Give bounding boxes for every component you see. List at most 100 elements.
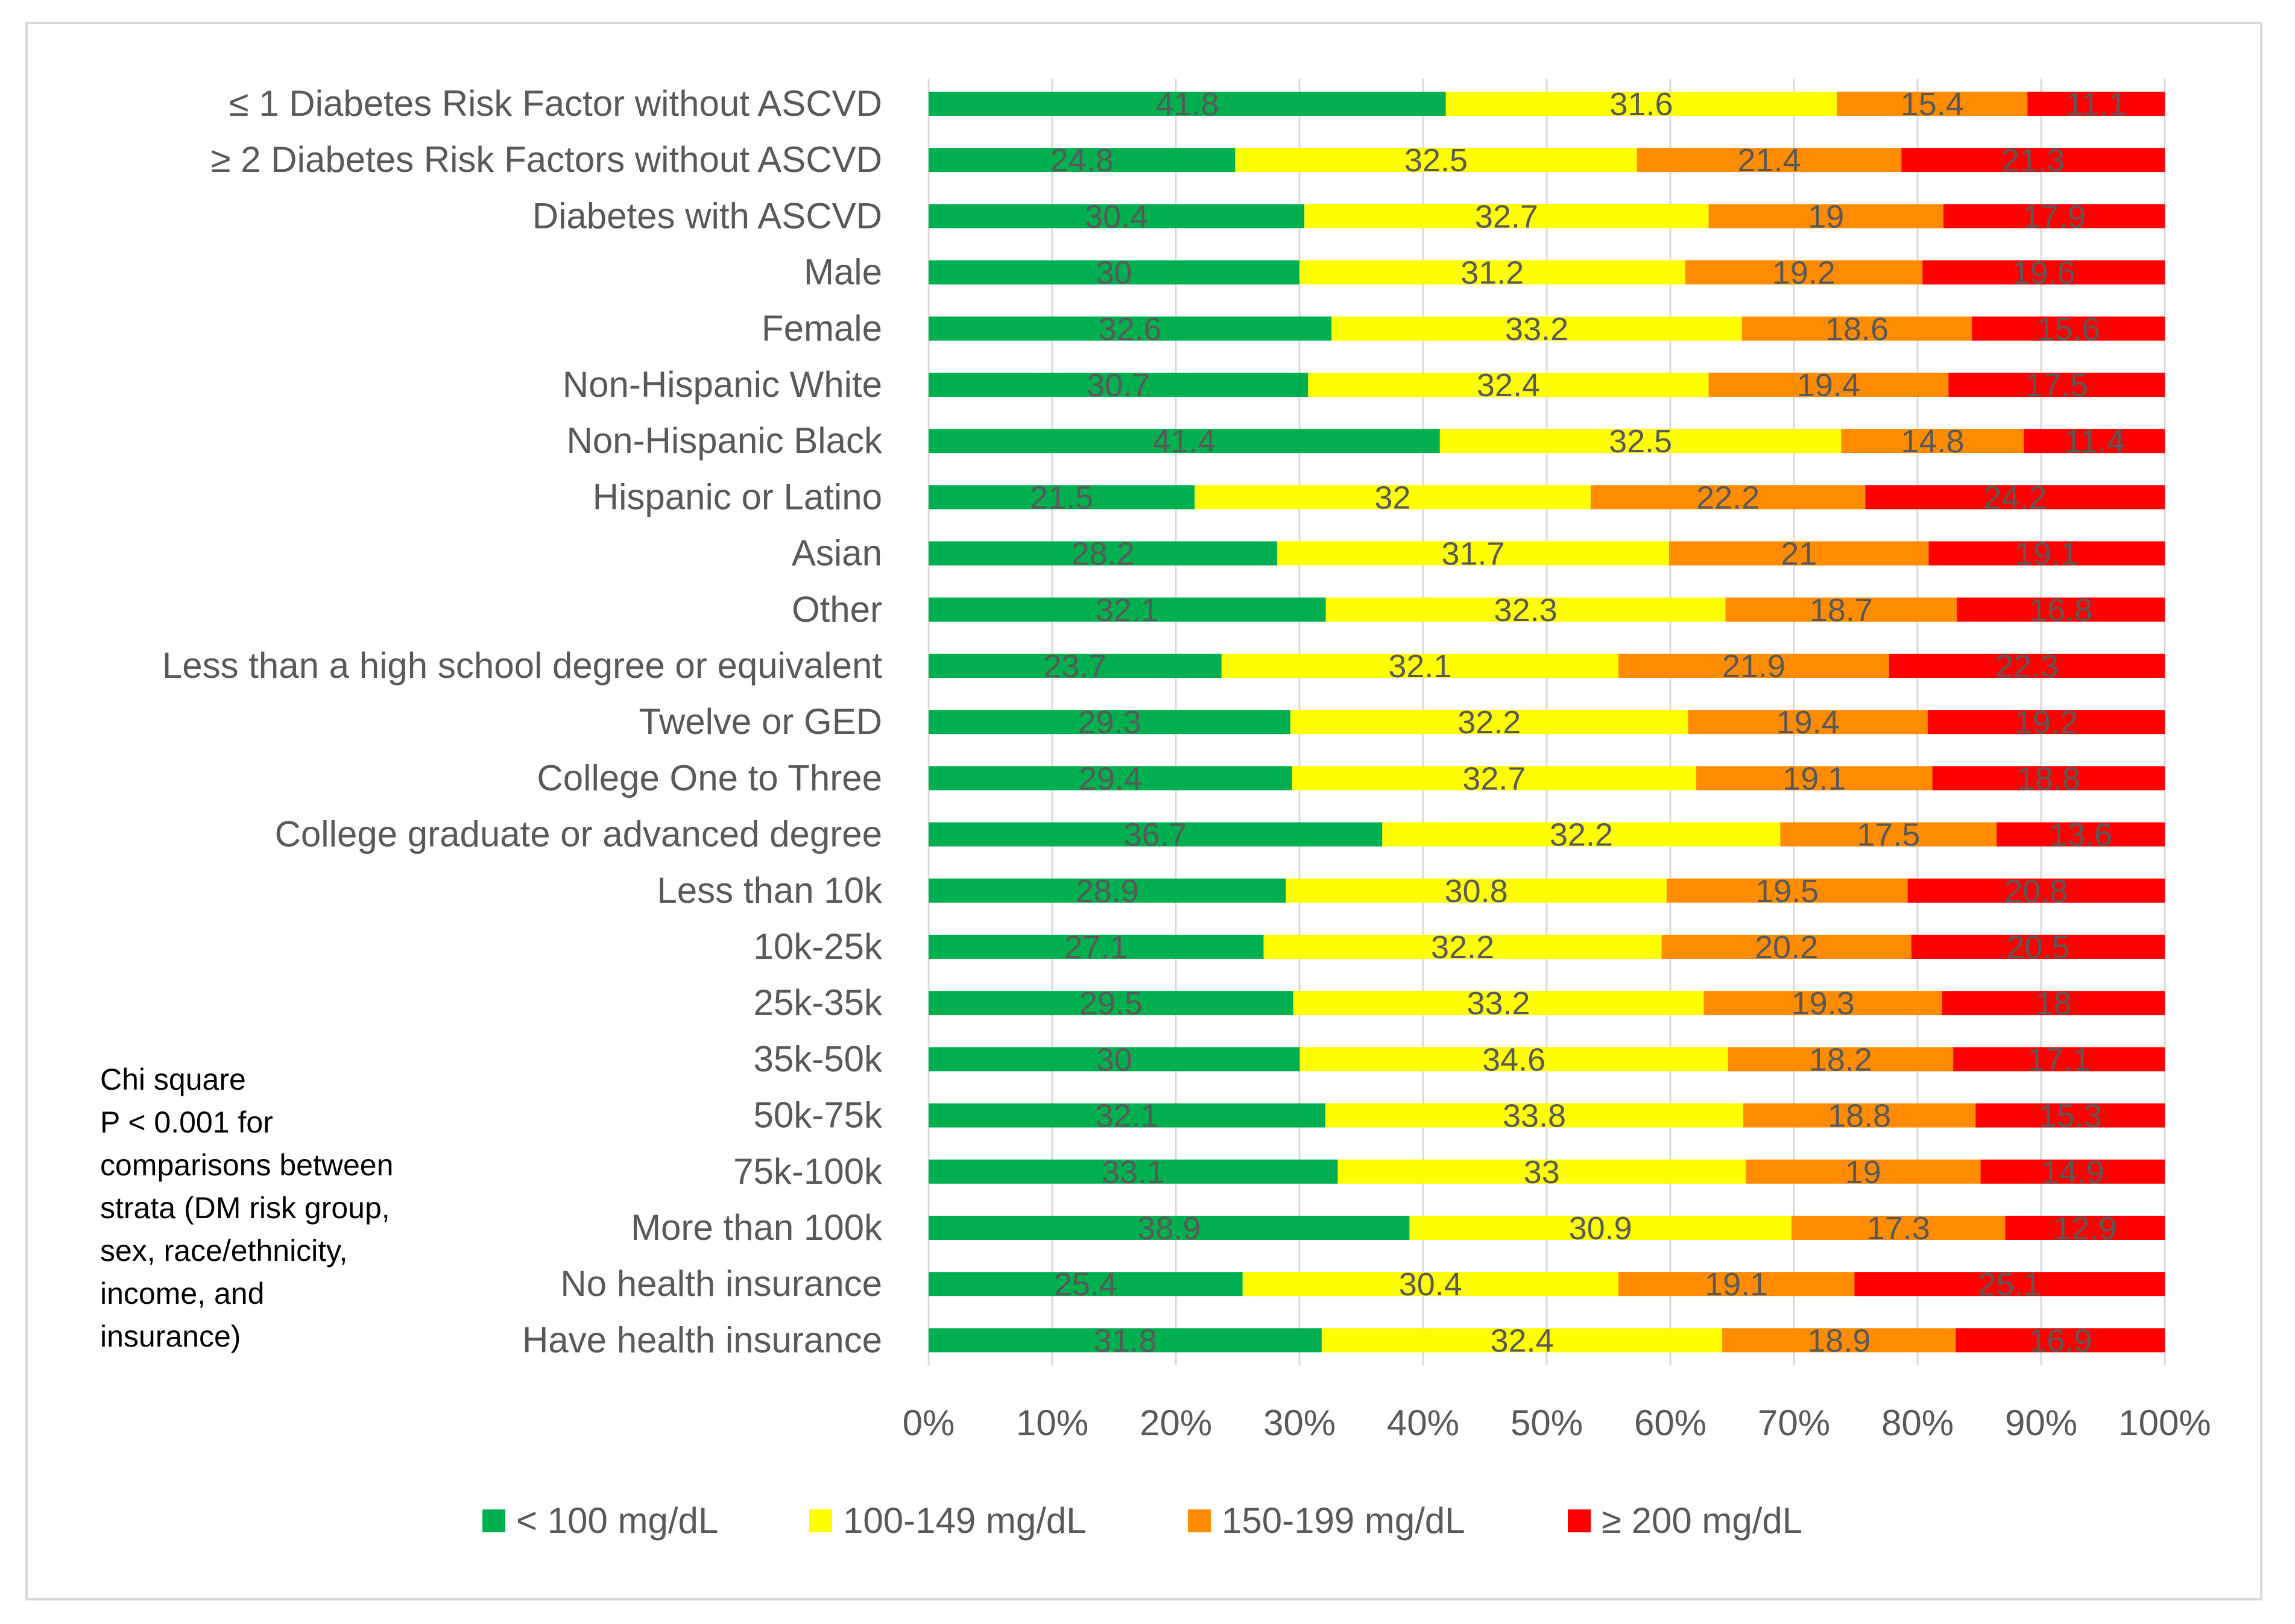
bar-segment bbox=[1922, 260, 2165, 285]
bar-segment bbox=[1299, 260, 1685, 285]
bar-segment bbox=[929, 1047, 1300, 1072]
data-label: 32 bbox=[1374, 479, 1410, 516]
bar-segment bbox=[1618, 654, 1889, 678]
data-label: 32.6 bbox=[1099, 311, 1162, 347]
legend-label: 100-149 mg/dL bbox=[843, 1500, 1087, 1541]
bar-segment bbox=[1195, 485, 1591, 510]
x-tick-label: 70% bbox=[1758, 1403, 1830, 1443]
bar-segment bbox=[1722, 1328, 1956, 1353]
data-label: 32.2 bbox=[1550, 817, 1613, 853]
bar-segment bbox=[1728, 1047, 1954, 1072]
bar-segment bbox=[1293, 991, 1704, 1016]
data-label: 21.3 bbox=[2001, 142, 2065, 179]
category-label: College graduate or advanced degree bbox=[275, 814, 882, 855]
bar-segment bbox=[929, 597, 1326, 622]
annotation-line: Chi square bbox=[100, 1063, 246, 1096]
data-label: 24.2 bbox=[1983, 479, 2047, 516]
category-label: ≤ 1 Diabetes Risk Factor without ASCVD bbox=[229, 83, 882, 124]
legend-label: 150-199 mg/dL bbox=[1222, 1500, 1465, 1541]
bar-segment bbox=[929, 1272, 1243, 1297]
bar-segment bbox=[929, 1328, 1322, 1353]
chart-frame bbox=[25, 22, 2262, 1600]
category-label: 35k-50k bbox=[754, 1038, 883, 1079]
data-label: 27.1 bbox=[1064, 929, 1128, 965]
bar-segment bbox=[1780, 822, 1997, 847]
bar-segment bbox=[1242, 1272, 1618, 1297]
data-label: 18.7 bbox=[1810, 592, 1873, 628]
data-label: 29.3 bbox=[1078, 704, 1141, 741]
data-label: 19.2 bbox=[2015, 704, 2078, 741]
bar-segment bbox=[1837, 92, 2028, 116]
data-label: 33.1 bbox=[1102, 1154, 1165, 1190]
bar-segment bbox=[1943, 204, 2165, 229]
bar-segment bbox=[1972, 316, 2165, 341]
x-tick-label: 20% bbox=[1140, 1403, 1212, 1443]
bar-segment bbox=[1901, 148, 2165, 172]
data-label: 31.2 bbox=[1460, 255, 1524, 291]
legend-swatch bbox=[482, 1509, 505, 1532]
bar-segment bbox=[1980, 1159, 2165, 1184]
bar-segment bbox=[2005, 1216, 2165, 1240]
data-label: 38.9 bbox=[1137, 1210, 1201, 1246]
data-label: 21.5 bbox=[1030, 479, 1093, 516]
bar-segment bbox=[929, 1159, 1338, 1184]
bar-segment bbox=[929, 204, 1305, 229]
category-label: Male bbox=[804, 252, 882, 292]
bar-segment bbox=[929, 991, 1293, 1016]
bar-segment bbox=[1696, 766, 1933, 791]
data-label: 28.9 bbox=[1076, 873, 1139, 909]
bar-segment bbox=[1725, 597, 1957, 622]
bar-segment bbox=[1841, 429, 2024, 453]
data-label: 30.4 bbox=[1399, 1266, 1462, 1303]
data-label: 19.1 bbox=[2015, 536, 2079, 572]
bar-segment bbox=[1865, 485, 2165, 510]
category-label: Non-Hispanic White bbox=[563, 364, 882, 405]
bar-segment bbox=[1409, 1216, 1791, 1240]
x-tick-label: 30% bbox=[1263, 1403, 1336, 1443]
bar-segment bbox=[1292, 766, 1697, 791]
bar-segment bbox=[1927, 710, 2165, 735]
data-labels: 41.8 31.6 15.4 11.1 24.8 32.5 21.4 21.3 30.4 32.7… bbox=[1030, 86, 2127, 1359]
bar-segment bbox=[1953, 1047, 2165, 1072]
data-label: 19.2 bbox=[1772, 255, 1836, 291]
data-label: 30 bbox=[1096, 1041, 1132, 1078]
bar-segment bbox=[1932, 766, 2165, 791]
category-label: 75k-100k bbox=[733, 1151, 883, 1192]
data-label: 13.6 bbox=[2049, 817, 2112, 853]
data-label: 20.8 bbox=[2004, 873, 2068, 909]
bar-segment bbox=[1321, 1328, 1723, 1353]
bar-segment bbox=[1746, 1159, 1981, 1184]
data-label: 41.4 bbox=[1152, 423, 1216, 460]
data-label: 21.9 bbox=[1722, 648, 1785, 684]
bar-segment bbox=[929, 878, 1286, 903]
category-label: 50k-75k bbox=[754, 1095, 883, 1136]
category-label: Twelve or GED bbox=[639, 701, 882, 742]
data-label: 32.2 bbox=[1431, 929, 1494, 965]
bar-segment bbox=[929, 822, 1383, 847]
bar-segment bbox=[1907, 878, 2165, 903]
chi-square-annotation: Chi square P < 0.001 for comparisons bet… bbox=[100, 1058, 438, 1358]
data-label: 32.7 bbox=[1462, 760, 1526, 797]
category-label: Less than 10k bbox=[657, 870, 883, 911]
bar-segment bbox=[1668, 541, 1929, 566]
bar-segment bbox=[1637, 148, 1902, 172]
data-label: 30.9 bbox=[1569, 1210, 1632, 1246]
data-label: 15.4 bbox=[1901, 86, 1964, 122]
x-tick-label: 50% bbox=[1511, 1403, 1583, 1443]
category-label: Female bbox=[762, 308, 882, 349]
data-label: 19.4 bbox=[1797, 367, 1860, 403]
bar-segment bbox=[1685, 260, 1923, 285]
bar-segment bbox=[929, 260, 1299, 285]
data-label: 19.3 bbox=[1791, 985, 1855, 1022]
data-label: 19.6 bbox=[2012, 255, 2076, 291]
legend: < 100 mg/dL 100-149 mg/dL 150-199 mg/dL ≥ 2… bbox=[482, 1500, 1802, 1541]
bar-segment bbox=[1889, 654, 2165, 678]
bar-segment bbox=[1791, 1216, 2006, 1240]
category-label: No health insurance bbox=[560, 1263, 882, 1304]
bar-segment bbox=[1263, 935, 1662, 959]
data-label: 33 bbox=[1524, 1154, 1560, 1190]
x-tick-label: 90% bbox=[2005, 1403, 2077, 1443]
category-label: Have health insurance bbox=[522, 1319, 882, 1360]
annotation-line: P < 0.001 for bbox=[100, 1105, 273, 1139]
